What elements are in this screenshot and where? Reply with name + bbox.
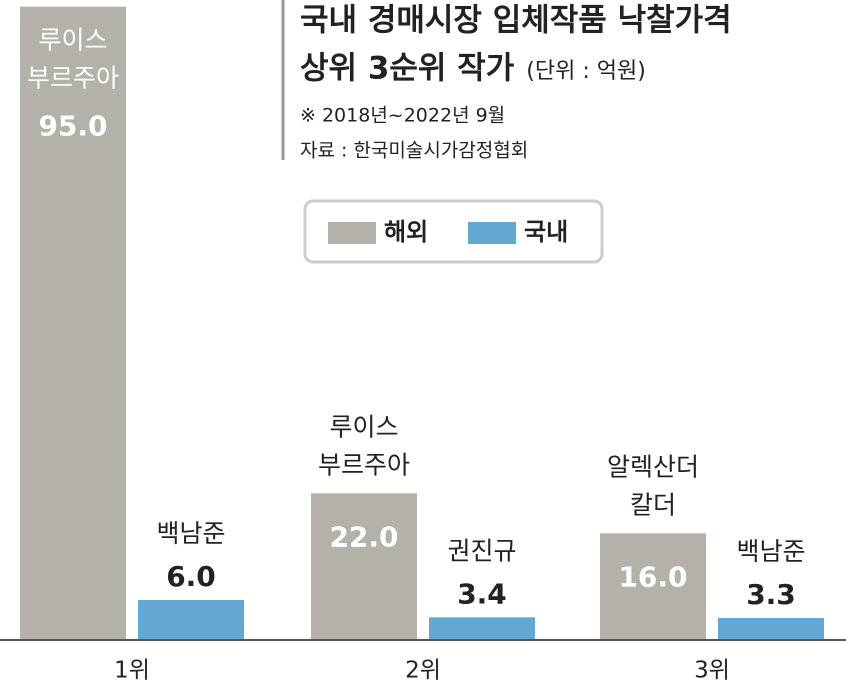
chart-title: 국내 경매시장 입체작품 낙찰가격 bbox=[300, 3, 732, 39]
artist-label: 루이스 bbox=[38, 26, 107, 55]
bar bbox=[311, 493, 417, 640]
artist-label: 알렉산더 bbox=[607, 452, 699, 481]
legend-swatch bbox=[468, 222, 516, 244]
bar bbox=[718, 618, 824, 640]
chart-title: 상위 3순위 작가 bbox=[300, 51, 515, 87]
note: ※ 2018년~2022년 9월 bbox=[300, 105, 505, 127]
legend-label: 국내 bbox=[524, 218, 568, 246]
artist-label: 루이스 bbox=[329, 412, 398, 441]
artist-label: 백남준 bbox=[156, 519, 225, 548]
bar bbox=[20, 6, 126, 640]
artist-label: 백남준 bbox=[736, 537, 805, 566]
value-label: 16.0 bbox=[618, 560, 687, 593]
unit-label: (단위 : 억원) bbox=[526, 59, 646, 84]
artist-label: 부르주아 bbox=[318, 450, 410, 479]
artist-label: 부르주아 bbox=[27, 64, 119, 93]
bar bbox=[600, 533, 706, 640]
x-tick-label: 2위 bbox=[405, 658, 441, 684]
value-label: 95.0 bbox=[38, 110, 107, 143]
x-tick-label: 3위 bbox=[694, 658, 730, 684]
legend-swatch bbox=[328, 222, 376, 244]
value-label: 6.0 bbox=[166, 560, 216, 593]
value-label: 22.0 bbox=[329, 520, 398, 553]
legend-box bbox=[303, 199, 604, 264]
x-tick-label: 1위 bbox=[114, 658, 150, 684]
artist-label: 칼더 bbox=[630, 490, 676, 519]
artist-label: 권진규 bbox=[447, 536, 516, 565]
note: 자료 : 한국미술시가감정협회 bbox=[300, 140, 528, 162]
bar bbox=[138, 600, 244, 640]
legend-label: 해외 bbox=[384, 218, 428, 246]
value-label: 3.4 bbox=[457, 577, 507, 610]
bar bbox=[429, 617, 535, 640]
value-label: 3.3 bbox=[746, 578, 796, 611]
